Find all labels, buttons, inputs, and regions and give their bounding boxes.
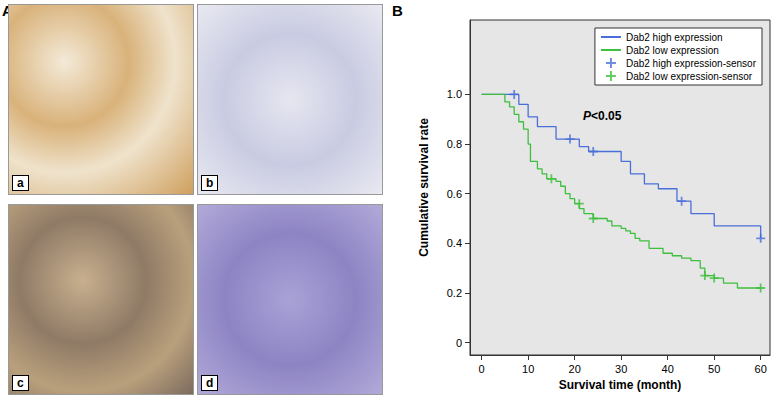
svg-text:Cumulative survival rate: Cumulative survival rate [417,118,431,257]
html-text:d: d [206,376,214,390]
svg-text:30: 30 [615,363,627,375]
html-text:B: B [392,2,403,19]
html-text:a: a [17,176,24,190]
svg-text:Survival time (month): Survival time (month) [559,378,682,392]
svg-text:50: 50 [708,363,720,375]
svg-text:1.0: 1.0 [447,88,462,100]
svg-text:Dab2 high expression-sensor: Dab2 high expression-sensor [626,58,757,69]
svg-text:0: 0 [456,337,462,349]
svg-text:0.8: 0.8 [447,138,462,150]
html-text:c: c [17,376,24,390]
svg-text:40: 40 [662,363,674,375]
svg-text:0.4: 0.4 [447,237,462,249]
svg-text:20: 20 [569,363,581,375]
svg-text:Dab2 high expression: Dab2 high expression [626,32,723,43]
html-text:b: b [206,176,214,190]
svg-text:<0.05: <0.05 [591,109,622,123]
svg-text:Dab2 low expression-sensor: Dab2 low expression-sensor [626,71,753,82]
svg-text:Dab2 low expression: Dab2 low expression [626,45,719,56]
svg-text:60: 60 [755,363,767,375]
svg-text:0.6: 0.6 [447,188,462,200]
svg-text:0.2: 0.2 [447,287,462,299]
html-text:A: A [2,2,13,19]
svg-text:10: 10 [522,363,534,375]
svg-text:P: P [583,109,591,123]
svg-text:0: 0 [479,363,485,375]
